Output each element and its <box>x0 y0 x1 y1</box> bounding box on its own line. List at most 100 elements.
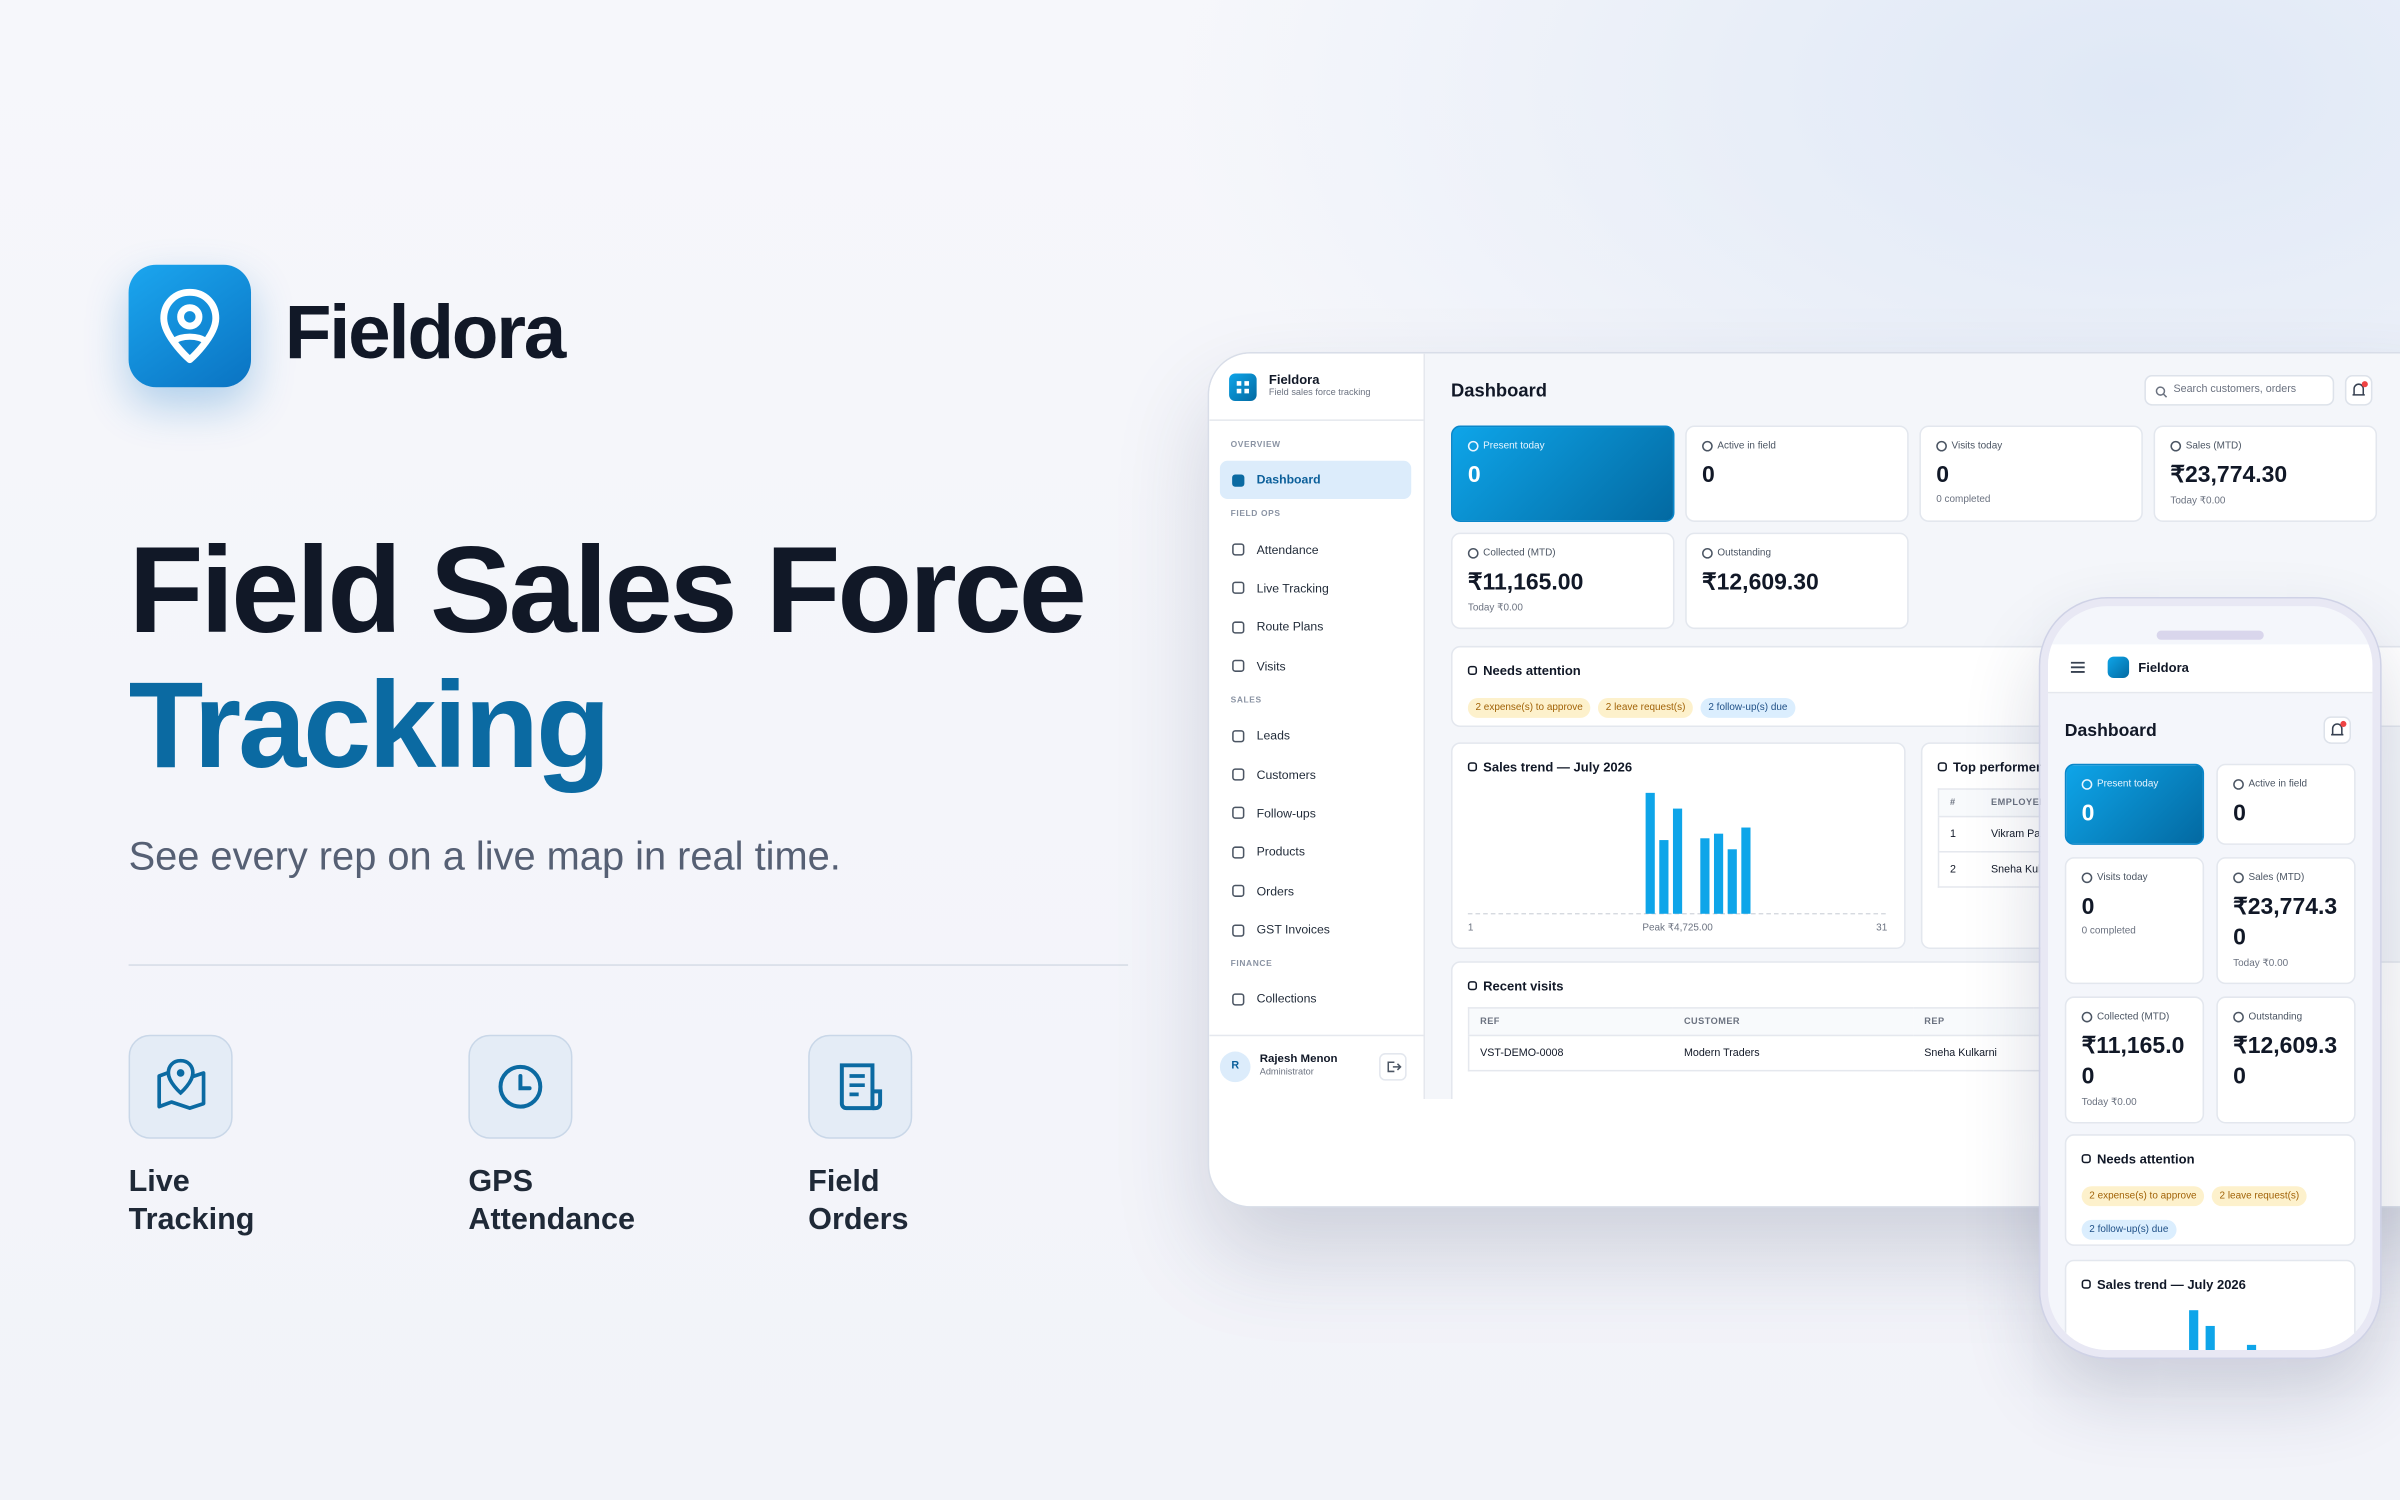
sales-trend-card: Sales trend — July 2026 <box>2064 1259 2356 1350</box>
brand-name: Fieldora <box>284 289 567 375</box>
stat-value: 0 <box>1936 462 1949 489</box>
attention-card: Needs attention 2 expense(s) to approve 2 … <box>2064 1134 2356 1246</box>
nav-item[interactable]: Customers <box>1220 755 1411 794</box>
stat-note: 0 completed <box>2081 926 2136 937</box>
headline: Field Sales Force <box>128 521 1087 659</box>
table-cell: 2 <box>1949 864 1956 875</box>
nav-icon <box>1232 923 1245 937</box>
nav-item[interactable]: Follow-ups <box>1220 794 1411 833</box>
card-title-text: Sales trend — July 2026 <box>1483 759 1633 775</box>
badge[interactable]: 2 follow-up(s) due <box>1700 697 1796 718</box>
badge[interactable]: 2 leave request(s) <box>2211 1186 2307 1207</box>
stat-label-text: Sales (MTD) <box>2185 440 2242 452</box>
nav-icon <box>1232 807 1245 820</box>
table-cell: Vikram Pa <box>1991 828 2041 840</box>
app-name: Fieldora <box>1268 371 1320 388</box>
stat-label: Sales (MTD) <box>2170 440 2360 452</box>
stat-label: Outstanding <box>1702 547 1892 559</box>
logout-button[interactable] <box>1379 1053 1407 1081</box>
nav-icon <box>1232 768 1245 781</box>
card-icon <box>2081 1154 2091 1164</box>
brand-logo <box>128 264 252 388</box>
stat-card: Visits today 0 0 completed <box>2064 857 2205 985</box>
stat-icon <box>2233 872 2244 884</box>
sidebar: Fieldora Field sales force tracking OVER… <box>1209 353 1425 1099</box>
nav-label: GST Invoices <box>1256 923 1330 937</box>
avatar: R <box>1219 1051 1251 1083</box>
stat-card: Outstanding ₹12,609.30 <box>2216 996 2356 1124</box>
nav-label: Follow-ups <box>1256 806 1316 821</box>
peak-label: Peak ₹4,725.00 <box>1642 923 1713 934</box>
nav-icon <box>1232 543 1245 556</box>
stat-value: ₹23,774.30 <box>2170 462 2288 489</box>
feature-label: GPS Attendance <box>468 1164 636 1237</box>
stat-label: Collected (MTD) <box>2081 1011 2188 1023</box>
stat-note: Today ₹0.00 <box>2081 1097 2137 1109</box>
stat-icon <box>2081 872 2093 884</box>
x-label: 31 <box>1876 923 1888 934</box>
stat-value: ₹11,165.00 <box>2081 1033 2185 1090</box>
nav-section: OVERVIEW <box>1230 440 1281 450</box>
card-title: Needs attention <box>2081 1151 2339 1166</box>
nav-item[interactable]: Attendance <box>1220 530 1411 569</box>
app-logo <box>1229 373 1257 402</box>
nav-item[interactable]: Leads <box>1220 716 1411 755</box>
stat-icon <box>2081 1011 2093 1023</box>
card-title: Needs attention <box>1467 663 2400 678</box>
nav-section: SALES <box>1230 696 1262 706</box>
bar <box>1713 833 1724 914</box>
nav-item[interactable]: Visits <box>1220 647 1411 686</box>
column-header: EMPLOYEE <box>1991 798 2046 808</box>
notifications-button[interactable] <box>2344 374 2373 406</box>
separator <box>1209 419 1424 421</box>
nav-item[interactable]: Products <box>1220 833 1411 872</box>
stat-grid: Present today 0 Active in field 0 Visits tod… <box>2064 763 2356 1124</box>
stat-icon <box>1467 547 1479 559</box>
stat-note: Today ₹0.00 <box>2233 958 2289 969</box>
nav-icon <box>1232 729 1245 742</box>
menu-button[interactable] <box>2069 660 2087 675</box>
stat-icon <box>1467 440 1479 452</box>
stat-icon <box>1702 440 1713 452</box>
badge[interactable]: 2 follow-up(s) due <box>2081 1219 2177 1240</box>
feature-icon <box>468 1034 573 1139</box>
stat-label-text: Collected (MTD) <box>2096 1011 2170 1023</box>
column-header: REP <box>1924 1017 1945 1027</box>
divider <box>128 964 1129 966</box>
stat-icon <box>1936 440 1947 452</box>
stat-label-text: Present today <box>2096 779 2159 790</box>
stat-card: Active in field 0 <box>2216 763 2356 845</box>
notifications-button[interactable] <box>2323 716 2352 744</box>
card-title: Sales trend — July 2026 <box>1467 759 1889 775</box>
nav-item[interactable]: Live Tracking <box>1220 569 1411 608</box>
table-cell: VST-DEMO-0008 <box>1480 1047 1564 1059</box>
nav-icon <box>1232 660 1245 673</box>
bar <box>1659 840 1669 914</box>
nav-icon <box>1232 582 1245 595</box>
stat-label: Present today <box>2081 779 2188 790</box>
search-placeholder: Search customers, orders <box>2173 384 2297 395</box>
subtitle: See every rep on a live map in real time… <box>128 832 841 879</box>
feature-label: Field Orders <box>808 1164 909 1237</box>
nav-item[interactable]: Collections <box>1220 980 1411 1019</box>
bar <box>1645 792 1655 914</box>
stat-card: Sales (MTD) ₹23,774.30 Today ₹0.00 <box>2153 425 2378 522</box>
nav-label: Customers <box>1256 767 1316 782</box>
badge[interactable]: 2 leave request(s) <box>1598 697 1694 718</box>
nav-item[interactable]: GST Invoices <box>1220 911 1411 950</box>
badge[interactable]: 2 expense(s) to approve <box>1467 697 1591 718</box>
nav-item[interactable]: Dashboard <box>1219 460 1412 500</box>
card-title-text: Sales trend — July 2026 <box>2096 1276 2246 1292</box>
stat-label: Present today <box>1467 440 1658 452</box>
nav-item[interactable]: Orders <box>1220 872 1411 911</box>
table-cell: Sneha Kulkarni <box>1924 1047 1997 1059</box>
card-title: Sales trend — July 2026 <box>2081 1276 2339 1292</box>
user-role: Administrator <box>1259 1068 1314 1078</box>
nav-item[interactable]: Route Plans <box>1220 608 1411 647</box>
table-row[interactable]: VST-DEMO-0008 Modern Traders Sneha Kulkarn… <box>1468 1035 2100 1070</box>
stat-card: Active in field 0 <box>1685 425 1909 522</box>
badge[interactable]: 2 expense(s) to approve <box>2081 1186 2205 1207</box>
search-input[interactable]: Search customers, orders <box>2144 374 2335 406</box>
stat-value: ₹12,609.30 <box>1702 569 1819 596</box>
